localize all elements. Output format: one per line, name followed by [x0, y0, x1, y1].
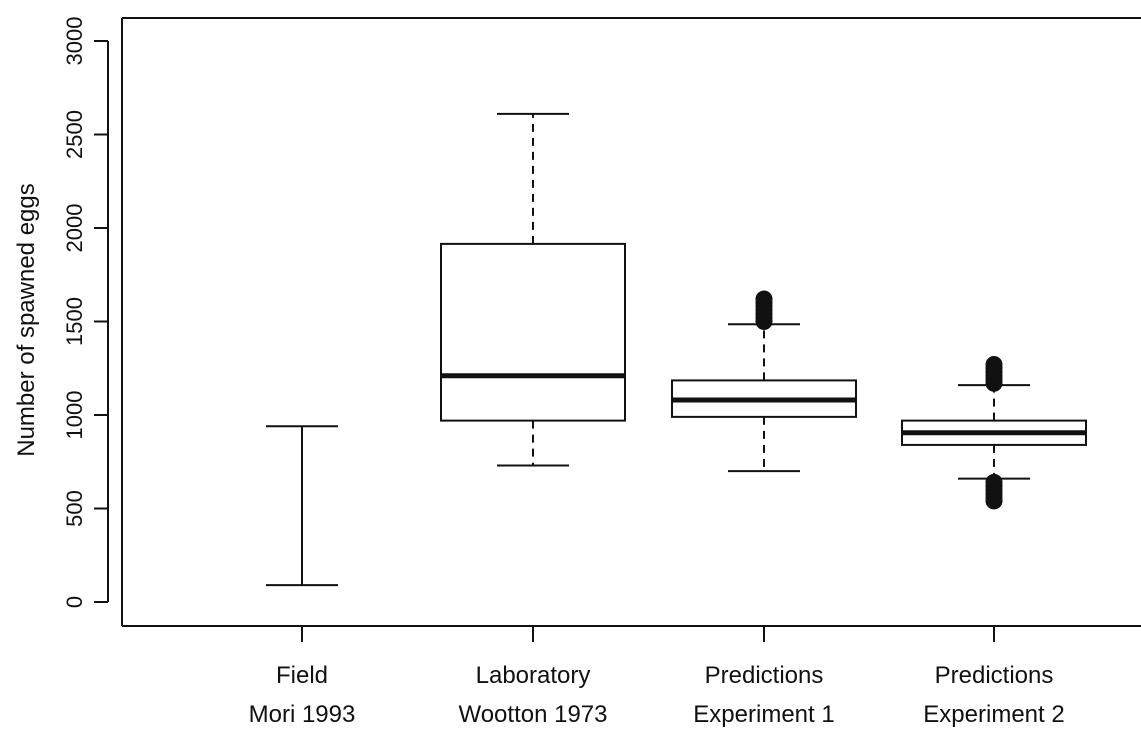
- box-iqr: [440, 242, 626, 422]
- y-tick-label: 3000: [62, 17, 87, 66]
- x-category-label-line2: Experiment 1: [693, 701, 834, 728]
- x-category-label-line1: Laboratory: [476, 662, 591, 689]
- y-tick-label: 2500: [62, 110, 87, 159]
- x-category-label-line1: Field: [276, 662, 328, 689]
- y-tick-label: 500: [62, 490, 87, 527]
- y-tick-label: 1000: [62, 391, 87, 440]
- x-category-label-line2: Experiment 2: [923, 701, 1064, 728]
- x-category-label-line2: Wootton 1973: [458, 701, 607, 728]
- box-group: [266, 425, 338, 587]
- x-category-label-line1: Predictions: [935, 662, 1054, 689]
- box-group: [901, 356, 1087, 510]
- y-tick-label: 1500: [62, 297, 87, 346]
- box-group: [671, 290, 857, 473]
- y-axis: 0 500 1000 1500 2000 2500 3000: [62, 17, 109, 608]
- plot-frame: [121, 17, 1141, 627]
- boxes: [266, 112, 1087, 587]
- y-tick-label: 2000: [62, 204, 87, 253]
- x-category-label-line2: Mori 1993: [249, 701, 356, 728]
- y-axis-title: Number of spawned eggs: [13, 183, 40, 457]
- box-group: [440, 112, 626, 467]
- x-category-label-line1: Predictions: [705, 662, 824, 689]
- outlier-point: [755, 290, 773, 308]
- outlier-point: [985, 473, 1003, 491]
- x-axis: Field Mori 1993 Laboratory Wootton 1973 Pred…: [249, 626, 1065, 728]
- y-tick-label: 0: [62, 596, 87, 608]
- outlier-point: [985, 356, 1003, 374]
